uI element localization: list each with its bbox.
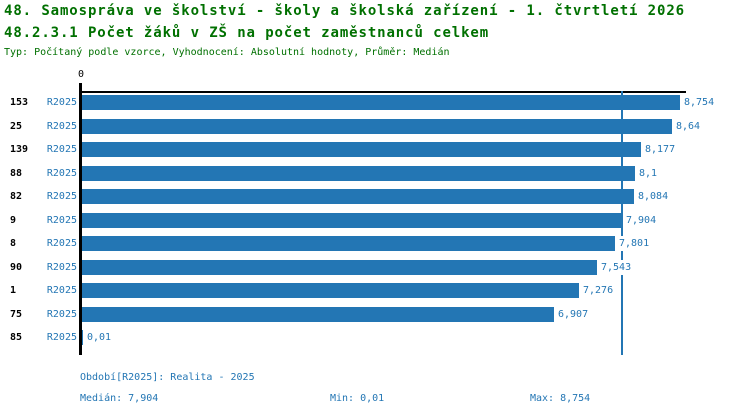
category-label: 90: [10, 262, 23, 273]
bar: [82, 95, 680, 110]
chart-row: 8 R2025 7,801: [0, 236, 750, 251]
value-label: 8,64: [675, 119, 702, 134]
value-label: 7,543: [600, 260, 633, 275]
chart-row: 139 R2025 8,177: [0, 142, 750, 157]
footer-median: Medián: 7,904: [80, 393, 159, 404]
value-label: 8,177: [644, 142, 677, 157]
bar: [82, 307, 554, 322]
bar: [82, 260, 597, 275]
footer-max: Max: 8,754: [530, 393, 591, 404]
chart-row: 25 R2025 8,64: [0, 119, 750, 134]
category-label: 88: [10, 168, 23, 179]
bar: [82, 166, 635, 181]
chart-row: 153 R2025 8,754: [0, 95, 750, 110]
period-label: R2025: [46, 191, 77, 202]
chart-row: 88 R2025 8,1: [0, 166, 750, 181]
axis-top-line: [79, 91, 686, 93]
bar: [82, 283, 579, 298]
period-label: R2025: [46, 309, 77, 320]
chart-title-line1: 48. Samospráva ve školství - školy a ško…: [4, 3, 685, 19]
chart-subtitle: Typ: Počítaný podle vzorce, Vyhodnocení:…: [4, 47, 450, 58]
period-label: R2025: [46, 97, 77, 108]
median-line: [621, 91, 623, 355]
period-label: R2025: [46, 168, 77, 179]
period-label: R2025: [46, 144, 77, 155]
value-label: 0,01: [86, 330, 113, 345]
value-label: 7,276: [582, 283, 615, 298]
category-label: 153: [10, 97, 29, 108]
value-label: 8,1: [638, 166, 659, 181]
chart-row: 1 R2025 7,276: [0, 283, 750, 298]
bar: [82, 142, 641, 157]
category-label: 75: [10, 309, 23, 320]
chart-row: 90 R2025 7,543: [0, 260, 750, 275]
chart-row: 9 R2025 7,904: [0, 213, 750, 228]
category-label: 25: [10, 121, 23, 132]
category-label: 85: [10, 332, 23, 343]
value-label: 8,754: [683, 95, 716, 110]
period-label: R2025: [46, 285, 77, 296]
bar: [82, 213, 622, 228]
category-label: 82: [10, 191, 23, 202]
period-label: R2025: [46, 332, 77, 343]
chart-row: 85 R2025 0,01: [0, 330, 750, 345]
chart-row: 75 R2025 6,907: [0, 307, 750, 322]
axis-origin-label: 0: [78, 69, 85, 80]
value-label: 8,084: [637, 189, 670, 204]
category-label: 1: [10, 285, 17, 296]
value-label: 7,904: [625, 213, 658, 228]
bar: [82, 330, 83, 345]
category-label: 9: [10, 215, 17, 226]
bar: [82, 236, 615, 251]
period-label: R2025: [46, 238, 77, 249]
chart-title-line2: 48.2.3.1 Počet žáků v ZŠ na počet zaměst…: [4, 25, 490, 41]
chart-row: 82 R2025 8,084: [0, 189, 750, 204]
bar: [82, 189, 634, 204]
footer-min: Min: 0,01: [330, 393, 385, 404]
period-label: R2025: [46, 121, 77, 132]
category-label: 139: [10, 144, 29, 155]
bar: [82, 119, 672, 134]
category-label: 8: [10, 238, 17, 249]
period-label: R2025: [46, 215, 77, 226]
footer-period-info: Období[R2025]: Realita - 2025: [80, 372, 255, 383]
value-label: 7,801: [618, 236, 651, 251]
period-label: R2025: [46, 262, 77, 273]
axis-y-line: [79, 83, 82, 355]
value-label: 6,907: [557, 307, 590, 322]
